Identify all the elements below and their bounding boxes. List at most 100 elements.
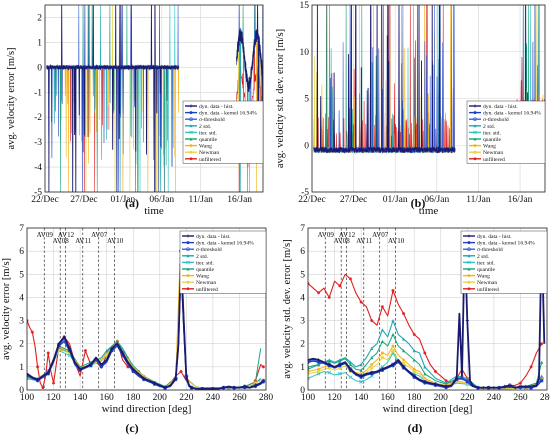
point-marker bbox=[184, 374, 188, 378]
x-tick-label: 100 bbox=[301, 393, 316, 403]
av-marker-label: AV09 bbox=[37, 231, 54, 239]
point-marker bbox=[359, 374, 363, 378]
legend-entry: Wang bbox=[477, 274, 490, 280]
point-marker bbox=[402, 365, 406, 369]
point-marker bbox=[433, 382, 438, 386]
point-marker bbox=[359, 362, 363, 367]
panel-caption: (c) bbox=[125, 421, 138, 435]
legend-entry: dyn. data - kernel 16.94% bbox=[483, 111, 541, 117]
x-tick-label: 140 bbox=[73, 393, 88, 403]
x-tick-label: 06/Jan bbox=[149, 195, 174, 205]
plot-content bbox=[46, 5, 263, 192]
point-marker bbox=[317, 360, 321, 364]
y-tick-label: 4 bbox=[19, 293, 24, 303]
point-marker bbox=[455, 376, 459, 381]
point-marker bbox=[473, 104, 477, 108]
point-marker bbox=[190, 386, 194, 390]
point-marker bbox=[467, 254, 471, 258]
y-tick-label: 5 bbox=[304, 95, 309, 105]
y-tick-label: 2 bbox=[37, 13, 42, 23]
y-axis-label: avg. velocity error [m/s] bbox=[1, 258, 12, 360]
y-tick-label: 0 bbox=[300, 386, 305, 396]
point-marker bbox=[232, 386, 236, 390]
legend-entry: dyn. data - hist. bbox=[199, 104, 234, 110]
point-marker bbox=[359, 300, 363, 304]
panel-caption: (b) bbox=[411, 196, 426, 210]
point-marker bbox=[391, 332, 395, 337]
x-tick-label: 01/Jan bbox=[110, 195, 135, 205]
x-tick-label: 200 bbox=[153, 393, 168, 403]
panel-d: 100 120 140 160 180 200 220 240 260 280 0 1 2 3 4 5 6 7 AV… bbox=[282, 224, 550, 435]
legend-entry: unfiltered bbox=[477, 286, 499, 293]
point-marker bbox=[402, 361, 406, 365]
point-marker bbox=[359, 380, 363, 384]
y-tick-label: 6 bbox=[300, 247, 305, 257]
point-marker bbox=[27, 372, 29, 376]
y-axis-label: avg. velocity std. dev. error [m/s] bbox=[275, 29, 286, 168]
x-tick-label: 120 bbox=[327, 393, 342, 403]
x-tick-label: 220 bbox=[460, 393, 475, 403]
y-tick-label: -3 bbox=[34, 138, 42, 148]
x-tick-label: 22/Dec bbox=[298, 195, 325, 205]
point-marker bbox=[444, 379, 448, 383]
point-marker bbox=[359, 372, 363, 376]
x-tick-label: 240 bbox=[206, 393, 221, 403]
x-tick-label: 140 bbox=[354, 393, 369, 403]
point-marker bbox=[540, 342, 544, 346]
legend-entry: 2 std. bbox=[477, 254, 490, 260]
point-marker bbox=[36, 365, 40, 369]
point-marker bbox=[99, 365, 103, 369]
y-tick-label: 5 bbox=[19, 270, 24, 280]
axes-frame bbox=[44, 4, 264, 193]
y-tick-label: 0 bbox=[304, 141, 309, 151]
point-marker bbox=[467, 280, 471, 284]
point-marker bbox=[338, 359, 342, 363]
y-axis-label: avg. velocity std. dev. error [m/s] bbox=[282, 239, 293, 378]
x-tick-label: 100 bbox=[20, 393, 35, 403]
point-marker bbox=[67, 346, 72, 350]
legend-entry: quantile bbox=[196, 267, 215, 273]
point-marker bbox=[471, 383, 475, 387]
panel-caption: (a) bbox=[125, 196, 139, 210]
point-marker bbox=[186, 241, 190, 245]
point-marker bbox=[46, 371, 50, 375]
y-axis-label: avg. velocity error [m/s] bbox=[6, 47, 17, 149]
point-marker bbox=[317, 362, 321, 367]
point-marker bbox=[518, 381, 523, 385]
point-marker bbox=[412, 367, 416, 371]
point-marker bbox=[402, 312, 406, 316]
x-axis-label: time bbox=[419, 205, 439, 217]
y-tick-label: 10 bbox=[300, 48, 310, 58]
point-marker bbox=[540, 360, 544, 364]
point-marker bbox=[444, 384, 448, 389]
point-marker bbox=[186, 280, 190, 284]
point-marker bbox=[253, 383, 257, 387]
panel-a: 22/Dec 27/Dec 01/Jan 06/Jan 11/Jan 16/Jan -5 -4… bbox=[6, 4, 264, 217]
x-tick-label: 260 bbox=[232, 393, 247, 403]
x-tick-label: 06/Jan bbox=[424, 195, 449, 205]
x-tick-label: 180 bbox=[407, 393, 422, 403]
legend-box bbox=[179, 230, 267, 294]
point-marker bbox=[391, 318, 395, 323]
panel-c: 100 120 140 160 180 200 220 240 260 280 0 1 2 3 4 5 6 7 AV… bbox=[1, 224, 273, 435]
legend-entry: Wang bbox=[199, 144, 212, 150]
point-marker bbox=[402, 349, 406, 353]
x-tick-label: 01/Jan bbox=[383, 195, 408, 205]
series-line bbox=[236, 5, 263, 154]
point-marker bbox=[142, 376, 146, 381]
point-marker bbox=[473, 150, 477, 154]
point-marker bbox=[186, 287, 190, 291]
legend: dyn. data - hist.dyn. data - kernel 16.9… bbox=[466, 100, 546, 164]
legend-box bbox=[460, 230, 548, 294]
point-marker bbox=[370, 366, 374, 370]
point-marker bbox=[316, 371, 321, 376]
point-marker bbox=[380, 356, 384, 360]
plot-content bbox=[27, 228, 266, 390]
point-marker bbox=[412, 349, 416, 353]
point-marker bbox=[465, 380, 469, 384]
point-marker bbox=[30, 330, 34, 334]
x-tick-label: 27/Dec bbox=[70, 195, 97, 205]
point-marker bbox=[412, 332, 416, 337]
legend: dyn. data - hist.dyn. data - kernel 16.9… bbox=[179, 230, 267, 294]
point-marker bbox=[327, 295, 331, 300]
